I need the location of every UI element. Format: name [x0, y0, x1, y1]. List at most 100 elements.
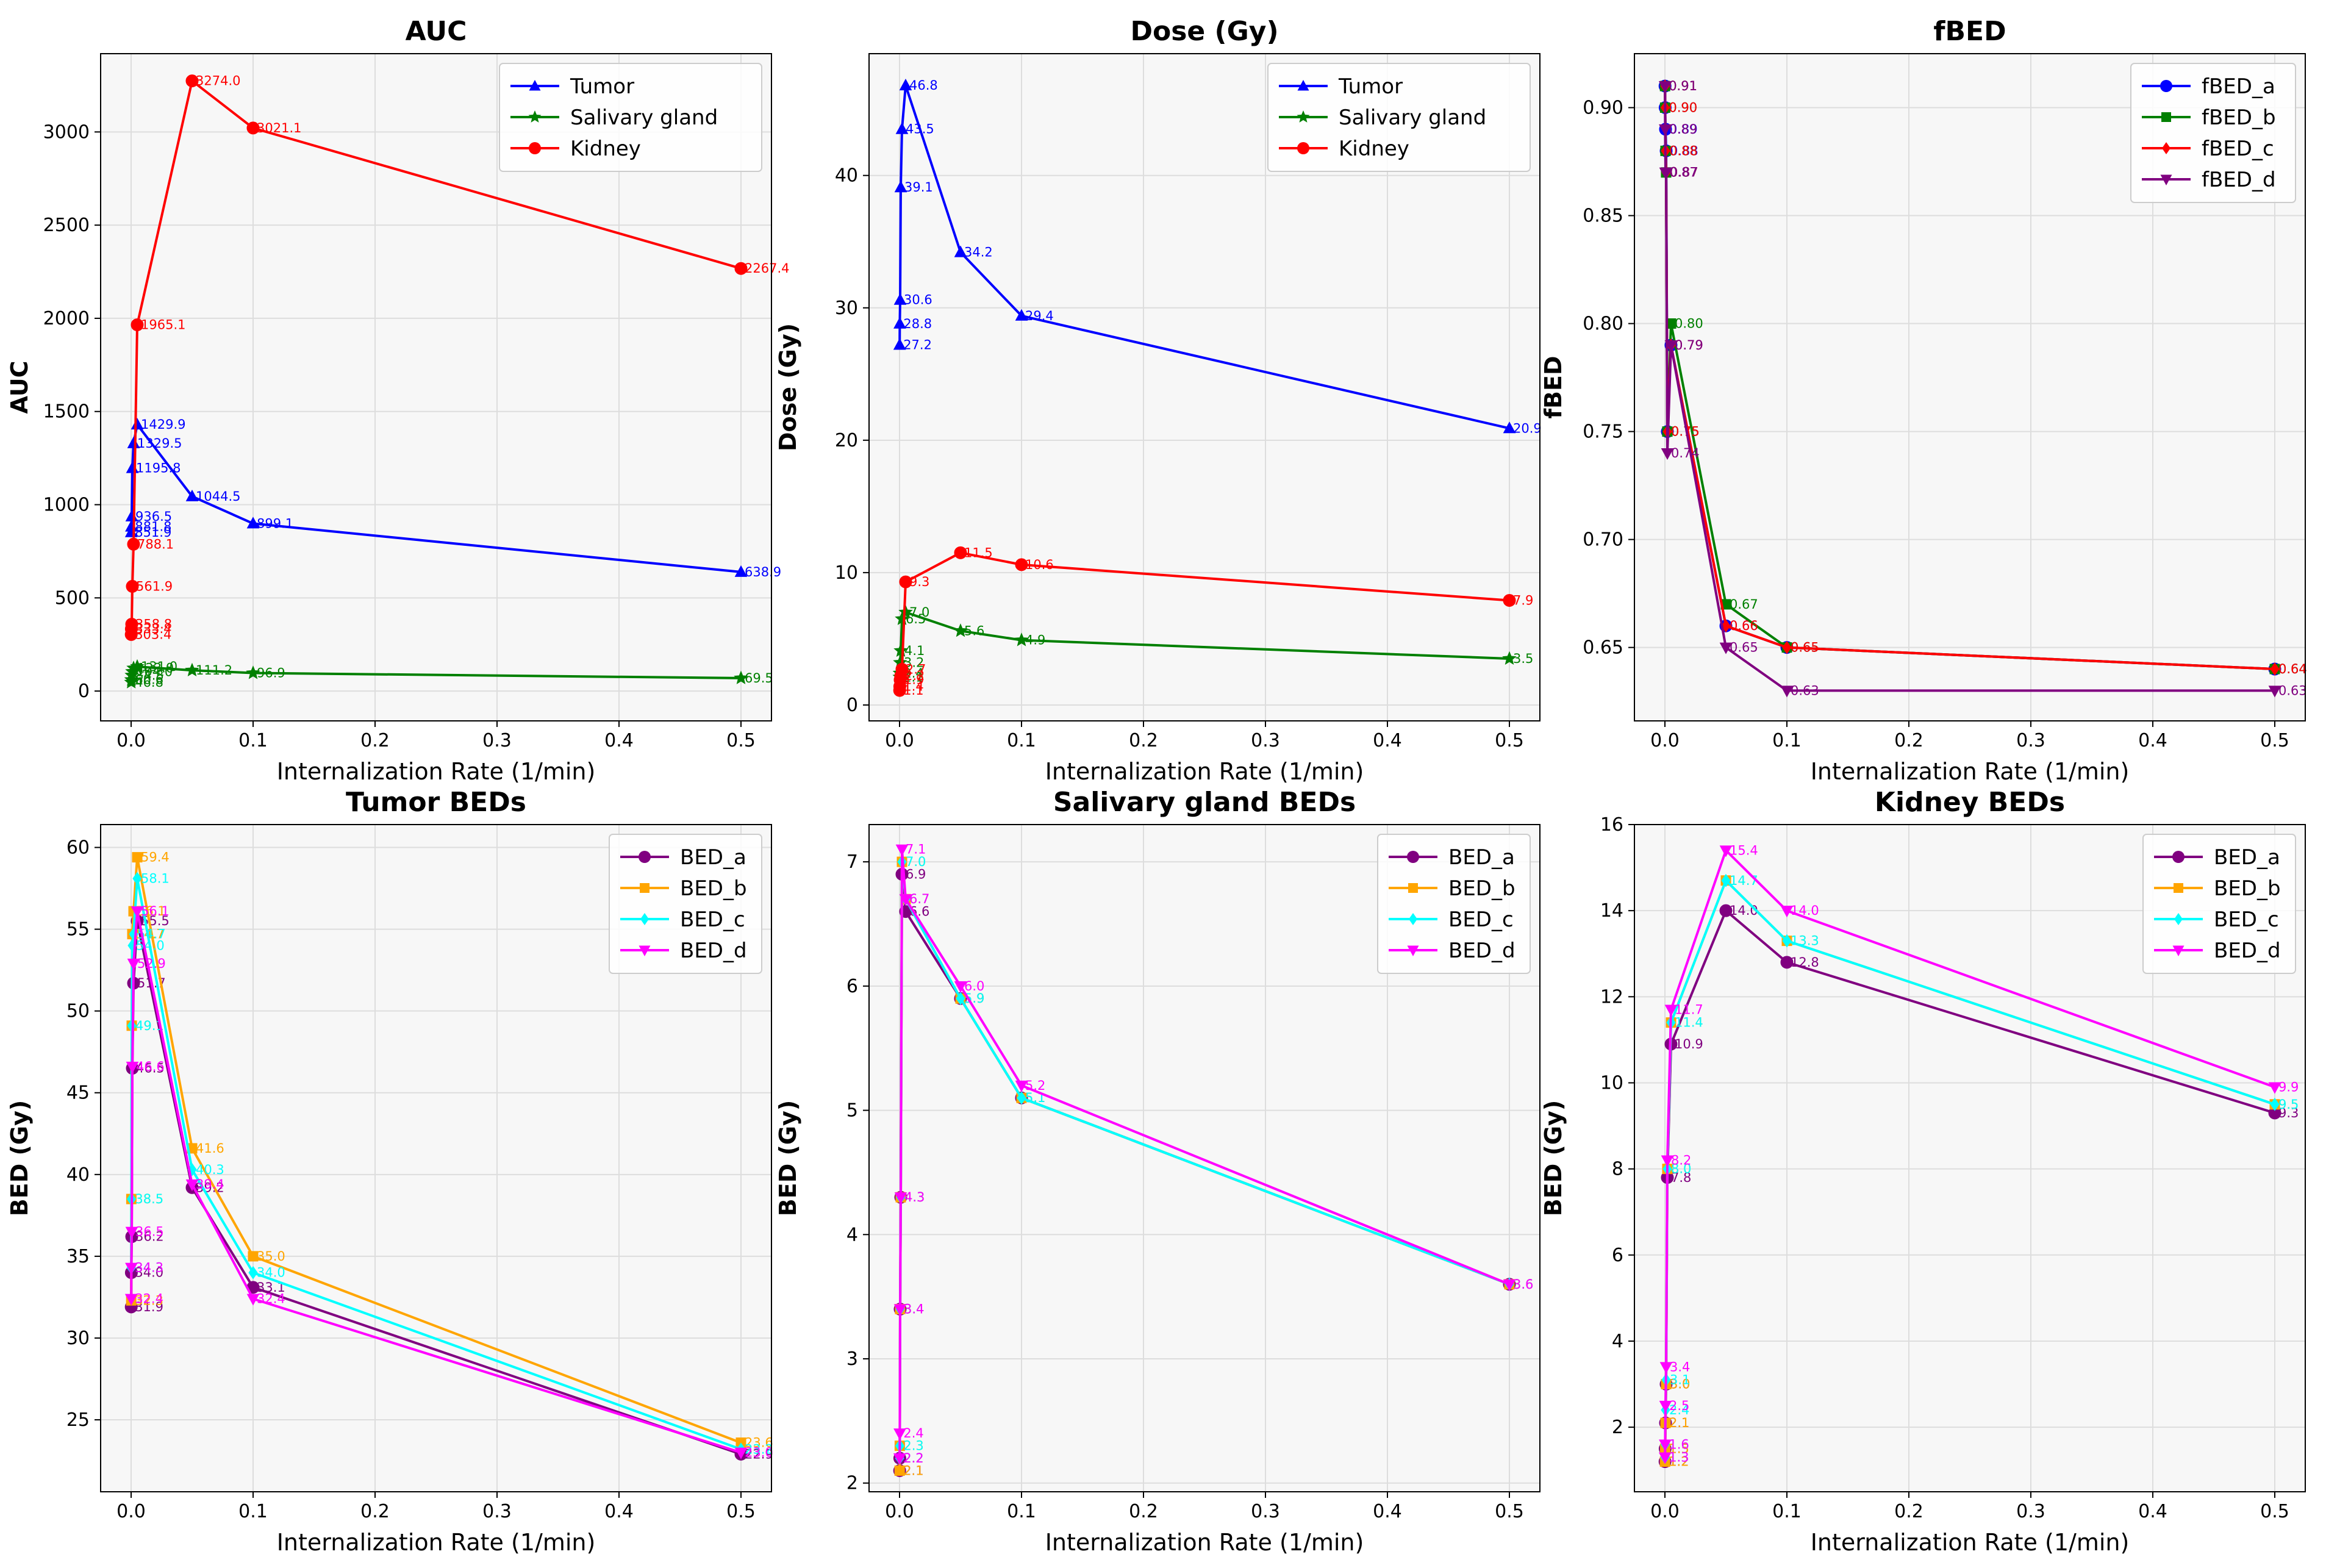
- data-label: 7.0: [906, 854, 926, 869]
- x-tick-label: 0.3: [482, 1501, 512, 1522]
- data-label: 131.0: [141, 659, 177, 674]
- data-label: 2.3: [903, 1439, 923, 1453]
- y-tick-label: 30: [66, 1328, 90, 1349]
- x-tick-label: 0.0: [1650, 730, 1680, 751]
- legend-item-bed-b: BED_b: [1389, 876, 1515, 901]
- legend-box: [609, 834, 762, 974]
- y-tick-label: 0.85: [1583, 206, 1623, 227]
- legend-marker: [529, 142, 541, 154]
- data-point: [894, 181, 907, 193]
- data-label: 6.7: [909, 892, 929, 906]
- data-point: [126, 1061, 139, 1073]
- series-salivary-gland: 2.12.43.24.16.57.05.64.93.5: [892, 604, 1533, 684]
- data-point: [246, 121, 260, 135]
- axes-frame: [868, 53, 1541, 721]
- data-label: 15.4: [1730, 843, 1758, 857]
- data-label: 0.88: [1669, 143, 1698, 158]
- x-tick-label: 0.1: [1007, 1501, 1036, 1522]
- legend-item-tumor: Tumor: [510, 74, 634, 99]
- x-axis-label: Internalization Rate (1/min): [277, 758, 596, 785]
- y-tick-label: 3000: [43, 121, 90, 143]
- data-label: 7.1: [906, 842, 926, 857]
- legend-marker: [528, 110, 542, 123]
- data-label: 69.5: [745, 671, 773, 686]
- legend-label: Tumor: [570, 74, 634, 99]
- x-tick-label: 0.3: [1251, 1501, 1280, 1522]
- data-point: [2270, 662, 2280, 676]
- data-label: 0.79: [1675, 338, 1703, 353]
- x-axis-label: Internalization Rate (1/min): [1045, 758, 1364, 785]
- data-label: 34.0: [135, 1265, 163, 1280]
- x-tick-label: 0.4: [2138, 1501, 2167, 1522]
- y-tick-label: 2000: [43, 308, 90, 329]
- data-label: 39.4: [196, 1177, 224, 1192]
- legend-marker: [2172, 945, 2185, 956]
- data-label: 2.2: [903, 1451, 923, 1466]
- data-label: 28.8: [903, 317, 932, 331]
- data-label: 34.3: [135, 1261, 163, 1275]
- x-tick-label: 0.5: [2260, 1501, 2289, 1522]
- legend-label: BED_c: [1448, 908, 1514, 932]
- legend-label: BED_a: [680, 845, 746, 870]
- y-axis-label: AUC: [6, 361, 33, 414]
- data-label: 638.9: [745, 565, 781, 579]
- data-label: 3274.0: [196, 74, 240, 88]
- data-point: [1015, 1080, 1028, 1092]
- data-label: 31.9: [135, 1300, 163, 1314]
- legend-marker: [1409, 913, 1417, 925]
- data-label: 936.5: [135, 509, 172, 524]
- data-point: [1503, 1279, 1516, 1291]
- data-label: 881.8: [135, 520, 171, 534]
- data-label: 34.3: [135, 1261, 163, 1275]
- data-label: 0.91: [1669, 79, 1697, 93]
- chart-panel-auc: 0.0 0.1 0.2 0.3 0.4 0.5 0 500 1000 1500 2000 2500 30…: [6, 16, 789, 785]
- x-axis-label: Internalization Rate (1/min): [1811, 1529, 2130, 1556]
- data-label: 4.3: [904, 1190, 925, 1205]
- data-label: 23.2: [745, 1442, 773, 1456]
- data-label: 303.4: [135, 627, 171, 642]
- series-bed-d: 2.2 2.4 3.4 4.3 7.1 6.7 6.0 5.2 3.6: [893, 842, 1533, 1466]
- data-label: 6.9: [906, 867, 926, 881]
- y-tick-label: 40: [835, 165, 858, 187]
- legend-label: BED_a: [2214, 845, 2280, 870]
- data-point: [246, 517, 260, 529]
- data-label: 0.87: [1670, 165, 1698, 180]
- axes-frame: [1634, 824, 2306, 1492]
- data-point: [185, 489, 199, 501]
- data-point: [893, 1453, 906, 1466]
- data-label: 6.5: [906, 612, 926, 626]
- data-point: [126, 579, 139, 593]
- y-tick-label: 1000: [43, 495, 90, 516]
- data-point: [127, 958, 140, 970]
- data-label: 36.5: [135, 1225, 164, 1239]
- legend-item-bed-a: BED_a: [2154, 845, 2280, 870]
- x-tick-label: 0.0: [1650, 1501, 1680, 1522]
- data-point: [1014, 632, 1029, 646]
- y-tick-label: 0.90: [1583, 98, 1623, 119]
- data-point: [1664, 1004, 1678, 1017]
- data-point: [954, 981, 967, 993]
- data-label: 2.1: [903, 1463, 923, 1478]
- legend: BED_a BED_b BED_c BED_d: [2142, 834, 2296, 974]
- data-point: [1780, 906, 1794, 918]
- legend-item-salivary-gland: Salivary gland: [510, 106, 718, 130]
- x-tick-label: 0.2: [1894, 1501, 1923, 1522]
- data-point: [1015, 558, 1028, 571]
- data-label: 8.0: [1671, 1162, 1691, 1176]
- legend-marker: [640, 883, 649, 893]
- data-label: 30.6: [904, 293, 932, 307]
- data-label: 9.9: [2278, 1080, 2299, 1095]
- chart-panel-salivary-gland-beds: 0.0 0.1 0.2 0.3 0.4 0.5 2 3 4 5 6 7 2.12.2 3.4 4.3 6.9 6…: [775, 787, 1541, 1556]
- legend-item-bed-a: BED_a: [620, 845, 746, 870]
- data-label: 0.88: [1669, 143, 1698, 158]
- data-label: 60.6: [135, 673, 163, 687]
- y-tick-label: 8: [1612, 1159, 1623, 1180]
- data-label: 3.0: [1670, 1377, 1690, 1392]
- data-label: 40.3: [196, 1162, 224, 1177]
- x-tick-label: 0.4: [1373, 1501, 1402, 1522]
- data-label: 3.4: [1670, 1359, 1690, 1374]
- data-label: 35.0: [257, 1249, 285, 1264]
- legend-item-bed-b: BED_b: [620, 876, 747, 901]
- data-label: 358.8: [135, 617, 172, 631]
